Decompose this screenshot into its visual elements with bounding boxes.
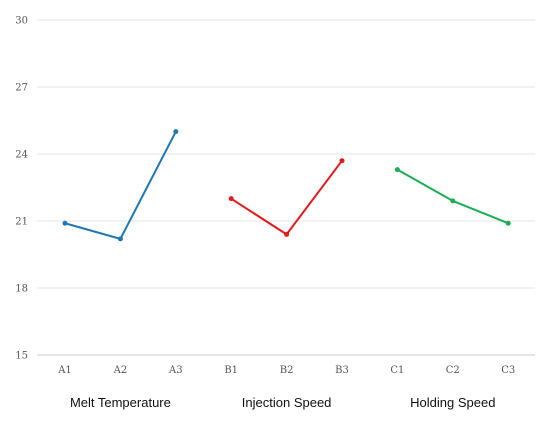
series-line-injection-speed xyxy=(230,160,343,236)
x-tick-label: B1 xyxy=(224,365,238,376)
x-tick-label: C2 xyxy=(446,365,460,376)
x-tick-label: C3 xyxy=(501,365,515,376)
data-point xyxy=(284,231,290,237)
data-point xyxy=(339,158,345,164)
group-labels: Melt Temperature Injection Speed Holding S… xyxy=(70,395,496,410)
data-point xyxy=(505,220,511,226)
y-tick-label: 30 xyxy=(15,16,28,27)
group-label: Injection Speed xyxy=(242,395,332,410)
y-tick-label: 18 xyxy=(15,284,28,295)
y-tick-label: 27 xyxy=(15,83,28,94)
grid-layer xyxy=(37,19,535,356)
x-tick-label: C1 xyxy=(390,365,404,376)
data-point xyxy=(450,198,456,204)
group-label: Holding Speed xyxy=(410,395,495,410)
x-tick-label: A1 xyxy=(57,365,72,376)
y-tick-label: 24 xyxy=(15,150,28,161)
series-layer xyxy=(62,129,511,242)
series-line-holding-speed xyxy=(396,168,509,225)
x-axis-ticks: A1 A2 A3 B1 B2 B3 C1 C2 C3 xyxy=(57,365,515,376)
data-point xyxy=(394,167,400,173)
x-tick-label: B2 xyxy=(280,365,294,376)
y-tick-label: 15 xyxy=(15,351,28,362)
y-tick-label: 21 xyxy=(15,217,28,228)
data-point xyxy=(117,236,123,242)
x-tick-label: B3 xyxy=(335,365,349,376)
x-tick-label: A3 xyxy=(168,365,183,376)
data-point xyxy=(173,129,179,135)
group-label: Melt Temperature xyxy=(70,395,171,410)
y-axis-ticks: 15 18 21 24 27 30 xyxy=(15,16,28,362)
series-line-melt-temperature xyxy=(64,131,177,240)
data-point xyxy=(62,220,68,226)
data-point xyxy=(228,196,234,202)
x-tick-label: A2 xyxy=(113,365,128,376)
